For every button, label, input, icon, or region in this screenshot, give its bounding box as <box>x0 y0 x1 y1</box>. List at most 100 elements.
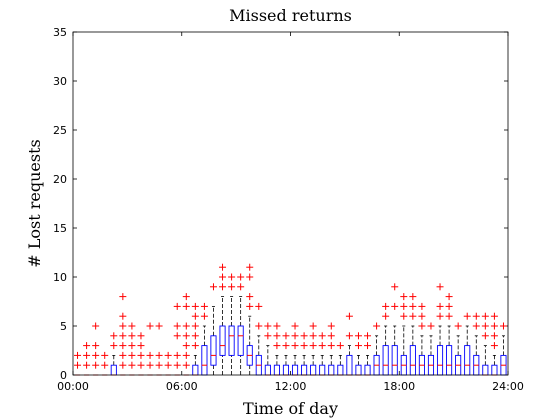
outlier-point <box>155 351 163 359</box>
outlier-point <box>146 351 154 359</box>
box-group <box>92 322 100 376</box>
outlier-point <box>173 302 181 310</box>
outlier-point <box>418 322 426 330</box>
outlier-point <box>255 322 263 330</box>
outlier-point <box>191 322 199 330</box>
outlier-point <box>191 312 199 320</box>
outlier-point <box>83 361 91 369</box>
outlier-point <box>209 283 217 291</box>
outlier-point <box>191 302 199 310</box>
outlier-point <box>490 322 498 330</box>
outlier-point <box>83 342 91 350</box>
y-tick-label: 15 <box>53 222 67 235</box>
box-group <box>490 312 498 376</box>
box-group <box>209 283 217 375</box>
box-group <box>200 302 208 376</box>
outlier-point <box>219 283 227 291</box>
axis-ticks: 0 5 10 15 20 25 30 35 00:00 06:00 12:00 18:00 24:00 <box>53 26 524 393</box>
outlier-point <box>264 332 272 340</box>
outlier-point <box>472 322 480 330</box>
outlier-point <box>173 322 181 330</box>
outlier-point <box>400 293 408 301</box>
outlier-point <box>182 332 190 340</box>
box-group <box>137 332 145 376</box>
outlier-point <box>173 351 181 359</box>
outlier-point <box>409 302 417 310</box>
outlier-point <box>373 322 381 330</box>
outlier-point <box>191 332 199 340</box>
iqr-box <box>210 335 217 366</box>
iqr-box <box>219 325 226 356</box>
outlier-point <box>92 342 100 350</box>
outlier-point <box>173 332 181 340</box>
outlier-point <box>309 332 317 340</box>
outlier-point <box>237 273 245 281</box>
outlier-point <box>92 361 100 369</box>
outlier-point <box>92 322 100 330</box>
outlier-point <box>110 342 118 350</box>
outlier-point <box>436 283 444 291</box>
outlier-point <box>382 302 390 310</box>
outlier-point <box>391 302 399 310</box>
box-group <box>373 322 381 376</box>
outlier-point <box>300 342 308 350</box>
box-group <box>146 322 154 376</box>
outlier-point <box>182 293 190 301</box>
outlier-point <box>327 342 335 350</box>
outlier-point <box>400 302 408 310</box>
outlier-point <box>83 351 91 359</box>
outlier-point <box>345 312 353 320</box>
outlier-point <box>427 322 435 330</box>
outlier-point <box>382 312 390 320</box>
outlier-point <box>101 361 109 369</box>
outlier-point <box>364 332 372 340</box>
outlier-point <box>273 322 281 330</box>
outlier-point <box>92 351 100 359</box>
outlier-point <box>436 312 444 320</box>
box-marks <box>74 263 507 376</box>
outlier-point <box>481 322 489 330</box>
outlier-point <box>327 322 335 330</box>
outlier-point <box>454 322 462 330</box>
outlier-point <box>164 351 172 359</box>
y-tick-label: 20 <box>53 173 67 186</box>
box-group <box>400 293 408 376</box>
outlier-point <box>219 273 227 281</box>
iqr-box <box>237 325 244 356</box>
outlier-point <box>246 302 254 310</box>
outlier-point <box>110 332 118 340</box>
outlier-point <box>228 273 236 281</box>
y-tick-label: 0 <box>60 369 67 382</box>
outlier-point <box>354 332 362 340</box>
outlier-point <box>400 312 408 320</box>
outlier-point <box>282 342 290 350</box>
outlier-point <box>318 342 326 350</box>
outlier-point <box>273 342 281 350</box>
outlier-point <box>291 342 299 350</box>
x-tick-label: 00:00 <box>57 380 89 393</box>
outlier-point <box>499 322 507 330</box>
outlier-point <box>182 361 190 369</box>
outlier-point <box>128 351 136 359</box>
outlier-point <box>445 302 453 310</box>
outlier-point <box>309 342 317 350</box>
outlier-point <box>327 332 335 340</box>
outlier-point <box>490 312 498 320</box>
outlier-point <box>74 361 82 369</box>
outlier-point <box>182 302 190 310</box>
outlier-point <box>119 351 127 359</box>
y-tick-label: 35 <box>53 26 67 39</box>
iqr-box <box>228 325 235 356</box>
box-group <box>228 273 236 375</box>
outlier-point <box>273 332 281 340</box>
outlier-point <box>137 361 145 369</box>
outlier-point <box>291 322 299 330</box>
box-group <box>327 322 335 376</box>
outlier-point <box>445 293 453 301</box>
outlier-point <box>191 342 199 350</box>
outlier-point <box>119 361 127 369</box>
outlier-point <box>472 312 480 320</box>
outlier-point <box>300 332 308 340</box>
outlier-point <box>336 342 344 350</box>
